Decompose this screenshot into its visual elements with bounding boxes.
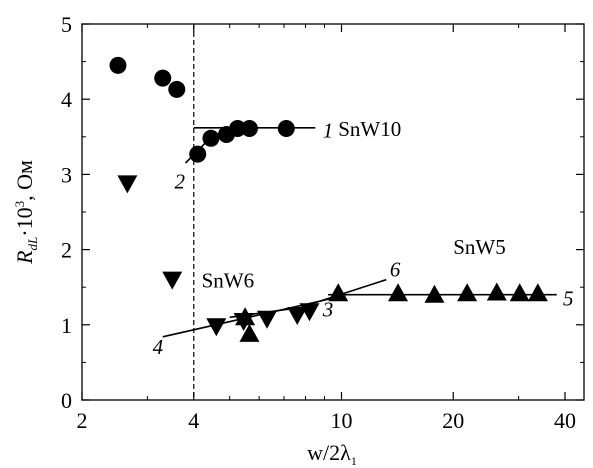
- point-snw6: [287, 307, 308, 326]
- y-tick-label: 0: [61, 388, 72, 413]
- x-tick-label: 40: [554, 408, 576, 433]
- y-axis-label-power: 3: [12, 201, 27, 208]
- axis-ticks: [81, 23, 584, 401]
- x-tick-label: 10: [330, 408, 352, 433]
- fit-lines: [162, 126, 557, 338]
- point-snw6: [206, 318, 227, 337]
- curve-number-label: 1: [323, 118, 334, 142]
- y-tick-label: 3: [61, 162, 72, 187]
- x-axis-label-main: w/2λ: [307, 440, 351, 465]
- x-tick-label: 20: [442, 408, 464, 433]
- fit-line-6: [309, 278, 387, 306]
- point-snw5: [388, 283, 409, 302]
- sample-label: SnW6: [202, 269, 255, 293]
- y-tick-label: 5: [61, 12, 72, 37]
- y-axis-label-subscript: dL: [25, 237, 40, 251]
- curve-number-label: 6: [390, 257, 401, 281]
- y-tick-label: 4: [61, 87, 72, 112]
- point-snw5: [424, 284, 445, 303]
- curve-number-label: 2: [175, 169, 186, 193]
- point-snw5: [328, 283, 349, 302]
- point-snw5: [527, 283, 548, 302]
- x-tick-label: 2: [77, 408, 88, 433]
- y-axis-label: RdL·103, Ом: [12, 160, 40, 265]
- point-snw10: [229, 120, 247, 138]
- point-snw5: [235, 307, 256, 326]
- point-snw6: [256, 310, 277, 329]
- point-snw5: [486, 282, 507, 301]
- y-axis-label-unit: , Ом: [12, 160, 37, 201]
- point-snw10: [109, 56, 127, 74]
- point-snw5: [457, 283, 478, 302]
- point-snw5: [239, 323, 260, 342]
- point-snw10: [168, 80, 186, 98]
- sample-label: SnW10: [338, 117, 401, 141]
- curve-number-label: 3: [322, 297, 334, 321]
- sample-label: SnW5: [453, 235, 506, 259]
- point-snw6: [299, 303, 320, 322]
- point-snw10: [189, 145, 207, 163]
- x-axis-label-subscript: 1: [351, 454, 357, 468]
- data-markers: [109, 56, 548, 342]
- y-tick-label: 2: [61, 238, 72, 263]
- annotations: SnW10 SnW6 SnW5 1 2 3 4 5 6: [153, 117, 574, 359]
- curve-number-label: 5: [563, 287, 574, 311]
- x-axis-label: w/2λ1: [307, 440, 357, 468]
- point-snw10: [202, 129, 220, 147]
- tick-labels: 2 4 10 20 40 0 1 2 3 4 5: [61, 12, 576, 433]
- y-axis-label-base: R: [12, 250, 37, 265]
- point-snw10: [154, 69, 172, 87]
- point-snw5: [509, 283, 530, 302]
- point-snw6: [162, 271, 183, 290]
- point-snw6: [117, 175, 138, 194]
- point-snw10: [240, 120, 258, 138]
- point-snw10: [277, 120, 295, 138]
- y-tick-label: 1: [61, 313, 72, 338]
- y-axis-label-mult: ·10: [12, 207, 37, 236]
- curve-number-label: 4: [153, 335, 164, 359]
- x-tick-label: 4: [188, 408, 199, 433]
